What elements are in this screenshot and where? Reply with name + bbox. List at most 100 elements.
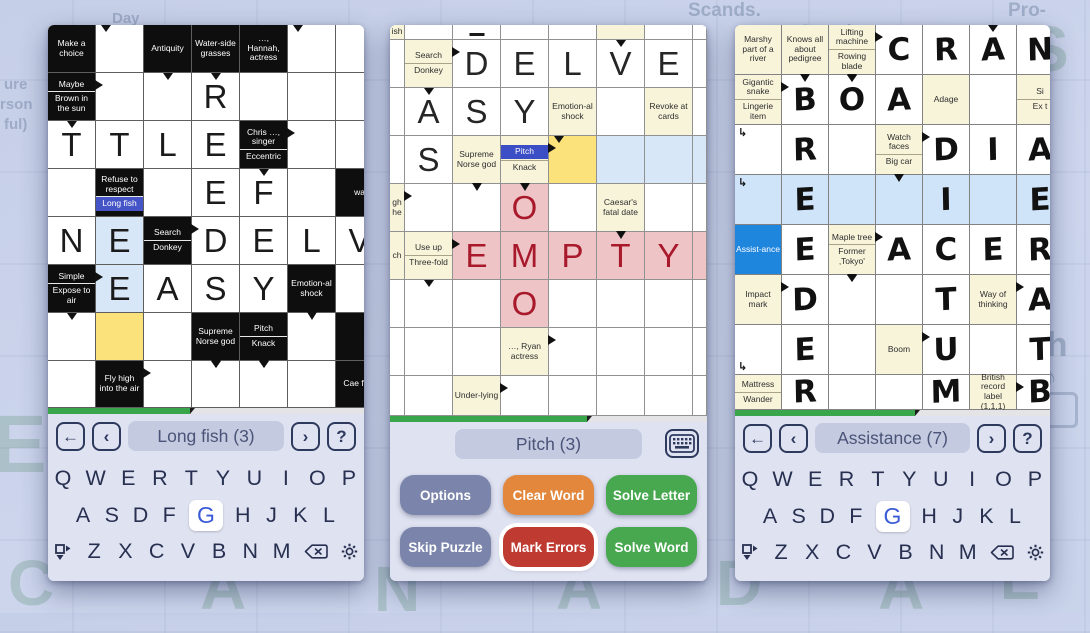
grid-cell[interactable]: E [192, 169, 240, 217]
skip-puzzle-button[interactable]: Skip Puzzle [400, 527, 491, 567]
key-j[interactable]: J [266, 502, 277, 527]
grid-cell[interactable] [876, 275, 923, 325]
key-h[interactable]: H [921, 503, 937, 528]
grid-cell[interactable]: T [923, 275, 970, 325]
key-s[interactable]: S [104, 502, 119, 527]
grid-cell[interactable]: T [96, 121, 144, 169]
grid-cell[interactable]: A [970, 25, 1017, 75]
grid-cell[interactable]: E [782, 175, 829, 225]
key-a[interactable]: A [75, 502, 91, 527]
grid-cell[interactable] [549, 328, 597, 376]
key-u[interactable]: U [246, 465, 263, 490]
grid-cell[interactable] [693, 328, 707, 376]
key-d[interactable]: D [132, 502, 149, 527]
grid-cell[interactable]: Supreme Norse god [453, 136, 501, 191]
solve-letter-button[interactable]: Solve Letter [606, 475, 697, 515]
back-button[interactable]: ← [56, 421, 85, 451]
key-b[interactable]: B [211, 539, 227, 564]
grid-cell[interactable] [645, 280, 693, 328]
grid-cell[interactable]: wa [336, 169, 364, 217]
grid-cell[interactable]: M [923, 373, 970, 410]
grid-cell[interactable]: Under-lying [453, 376, 508, 416]
grid-cell[interactable] [549, 25, 597, 40]
grid-cell[interactable]: B [782, 75, 829, 125]
key-b[interactable]: B [898, 539, 913, 564]
grid-cell[interactable] [645, 184, 693, 232]
grid-cell[interactable]: Maple tree Former ‚Tokyo' [829, 225, 883, 282]
grid-cell[interactable]: Pitch Knack [240, 313, 288, 368]
grid-cell[interactable]: British record label (1,1,1) [970, 372, 1024, 410]
grid-cell[interactable]: A [876, 75, 923, 125]
grid-cell[interactable]: T [597, 232, 645, 280]
grid-cell[interactable] [288, 169, 336, 217]
grid-cell[interactable] [597, 328, 645, 376]
grid-cell[interactable] [390, 88, 405, 136]
key-m[interactable]: M [958, 539, 977, 564]
grid-cell[interactable]: O [829, 75, 876, 125]
key-z[interactable]: Z [87, 539, 101, 564]
grid-cell[interactable]: S [192, 265, 240, 313]
grid-cell[interactable]: Y [501, 88, 549, 136]
key-w[interactable]: W [85, 465, 106, 490]
grid-cell[interactable] [288, 361, 336, 408]
grid-cell[interactable] [144, 169, 192, 217]
grid-cell[interactable] [288, 73, 336, 121]
grid-cell[interactable]: gh he [390, 184, 412, 232]
grid-cell[interactable] [970, 175, 1017, 225]
grid-cell[interactable] [693, 136, 707, 184]
keyboard-toggle-button[interactable] [665, 429, 699, 458]
grid-cell[interactable]: Maybe Brown in the sun [48, 73, 103, 121]
grid-cell[interactable]: E [192, 121, 240, 169]
key-c[interactable]: C [148, 539, 165, 564]
grid-cell[interactable]: Knows all about pedigree [782, 25, 829, 82]
grid-cell[interactable]: Watch faces Big car [876, 125, 930, 182]
key-c[interactable]: C [835, 539, 852, 564]
grid-cell[interactable]: A [144, 265, 192, 313]
grid-cell[interactable]: R [192, 73, 240, 121]
mark-errors-button[interactable]: Mark Errors [503, 527, 594, 567]
backspace-icon[interactable] [990, 545, 1014, 560]
grid-cell[interactable] [453, 25, 501, 40]
key-z[interactable]: Z [774, 539, 788, 564]
gear-icon[interactable] [1027, 544, 1044, 561]
grid-cell[interactable] [829, 325, 876, 375]
grid-cell[interactable]: F [240, 169, 288, 217]
key-m[interactable]: M [272, 539, 291, 564]
grid-cell[interactable] [693, 88, 707, 136]
grid-cell[interactable] [336, 313, 364, 361]
grid-cell[interactable]: E [96, 265, 144, 313]
grid-cell[interactable] [597, 280, 645, 328]
grid-cell[interactable]: ch [390, 232, 405, 280]
grid-cell[interactable]: ↳ [735, 325, 782, 375]
grid-cell[interactable]: N [48, 217, 96, 265]
grid-cell[interactable] [549, 280, 597, 328]
grid-cell[interactable] [405, 25, 453, 40]
grid-cell[interactable] [390, 280, 405, 328]
key-j[interactable]: J [952, 503, 964, 528]
grid-cell[interactable] [693, 40, 707, 88]
grid-cell[interactable] [96, 313, 144, 361]
grid-cell[interactable] [501, 25, 549, 40]
grid-cell[interactable]: Make a choice [48, 25, 96, 73]
grid-cell[interactable] [192, 361, 240, 408]
grid-cell[interactable]: Lifting machine Rowing blade [829, 25, 883, 82]
grid-cell[interactable]: E [240, 217, 288, 265]
grid-cell[interactable]: ish [390, 25, 405, 40]
grid-cell[interactable]: O [501, 184, 549, 232]
grid-cell[interactable]: Search Donkey [405, 40, 460, 88]
grid-cell[interactable]: E [453, 232, 501, 280]
grid-cell[interactable]: B [1017, 373, 1050, 410]
grid-cell[interactable] [336, 73, 364, 121]
direction-toggle-icon[interactable] [741, 543, 759, 561]
key-p[interactable]: P [341, 465, 357, 490]
grid-cell[interactable] [597, 25, 645, 40]
grid-cell[interactable] [693, 232, 707, 280]
grid-cell[interactable]: Use up Three-fold [405, 232, 460, 280]
grid-cell[interactable]: Si Ex t [1017, 75, 1050, 125]
grid-cell[interactable] [336, 25, 364, 73]
grid-cell[interactable]: Impact mark [735, 275, 789, 325]
grid-cell[interactable] [693, 25, 707, 40]
key-a[interactable]: A [762, 503, 778, 528]
grid-cell[interactable]: D [782, 275, 829, 325]
grid-cell[interactable] [336, 121, 364, 169]
